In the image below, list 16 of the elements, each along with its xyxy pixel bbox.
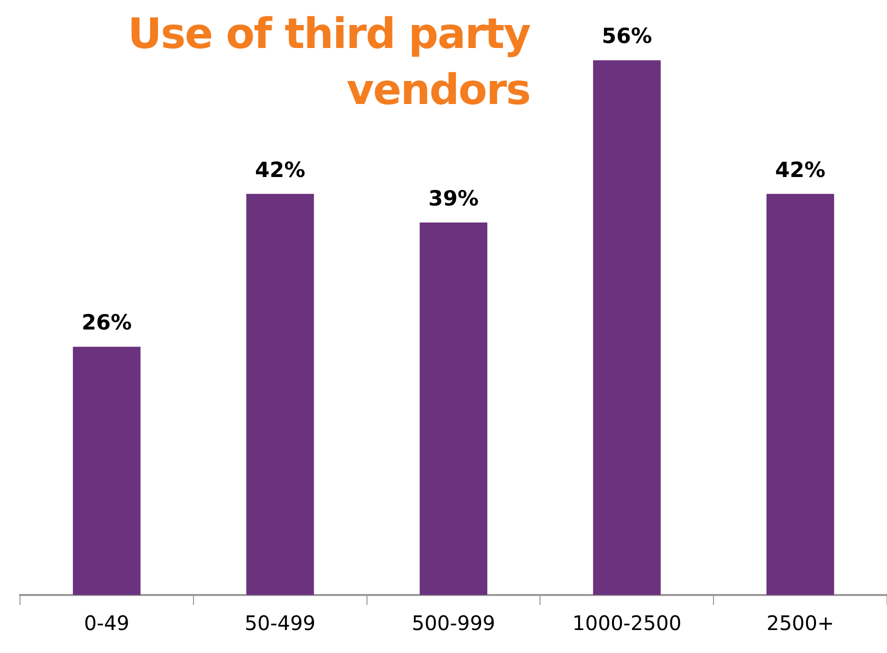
bar: [246, 194, 314, 595]
bar: [766, 194, 834, 595]
bar: [420, 222, 488, 595]
x-tick-label: 500-999: [412, 611, 496, 636]
x-tick-label: 50-499: [244, 611, 316, 636]
data-label: 26%: [82, 310, 132, 335]
bar: [72, 346, 141, 595]
x-tick-label: 0-49: [84, 611, 130, 636]
data-label: 39%: [428, 186, 479, 211]
data-label: 42%: [775, 158, 826, 182]
x-tick-label: 2500+: [766, 611, 834, 636]
x-tick-label: 1000-2500: [572, 611, 682, 636]
data-label: 56%: [602, 24, 652, 48]
data-label: 42%: [254, 158, 306, 182]
chart-title: Use of third party vendors: [126, 8, 530, 116]
bar: [593, 60, 661, 595]
